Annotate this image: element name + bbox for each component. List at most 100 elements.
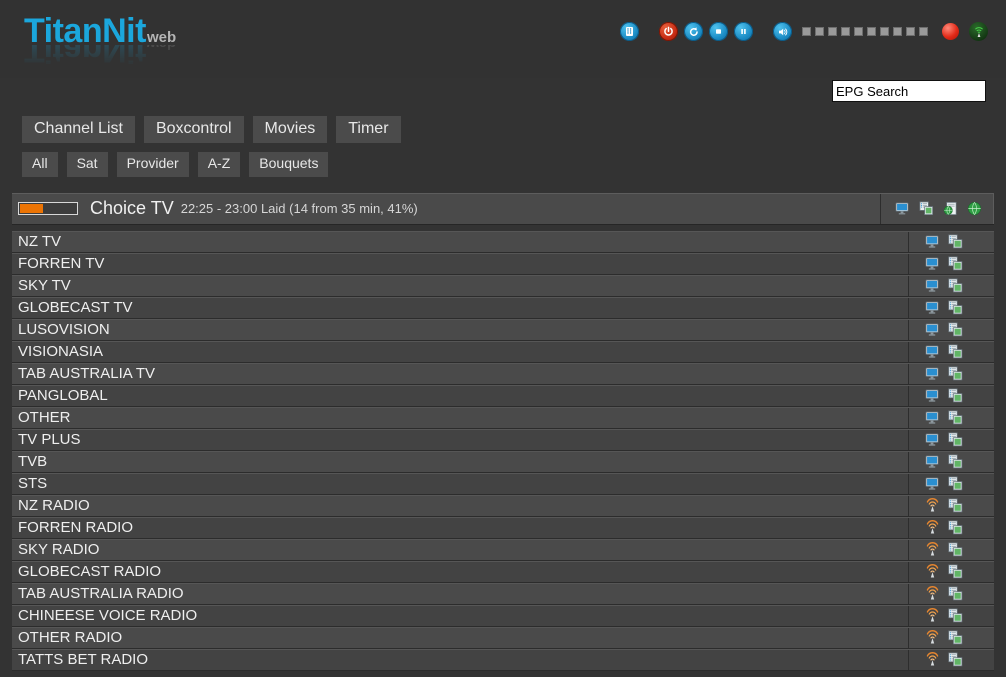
channel-row[interactable]: GLOBECAST RADIO <box>12 560 994 583</box>
channel-row-label: SKY RADIO <box>18 541 100 558</box>
channel-row[interactable]: NZ TV <box>12 230 994 253</box>
epg-list-icon[interactable] <box>948 630 963 645</box>
channel-row[interactable]: PANGLOBAL <box>12 384 994 407</box>
radio-antenna-icon[interactable] <box>925 652 940 667</box>
channel-row[interactable]: OTHER RADIO <box>12 626 994 649</box>
channel-row[interactable]: SKY TV <box>12 274 994 297</box>
tab-boxcontrol[interactable]: Boxcontrol <box>143 116 244 143</box>
tab-timer[interactable]: Timer <box>336 116 401 143</box>
tv-monitor-icon[interactable] <box>925 234 940 249</box>
tab-channel-list[interactable]: Channel List <box>22 116 135 143</box>
volume-block[interactable] <box>815 27 824 36</box>
volume-block[interactable] <box>828 27 837 36</box>
multi-window-icon[interactable] <box>919 201 934 216</box>
epg-list-icon[interactable] <box>948 278 963 293</box>
epg-list-icon[interactable] <box>948 432 963 447</box>
epg-list-icon[interactable] <box>948 410 963 425</box>
keypad-icon[interactable] <box>620 22 639 41</box>
globe-icon[interactable] <box>967 201 982 216</box>
channel-row[interactable]: FORREN TV <box>12 252 994 275</box>
refresh-icon[interactable] <box>684 22 703 41</box>
epg-list-icon[interactable] <box>948 564 963 579</box>
channel-row-label: STS <box>18 475 48 492</box>
radio-antenna-icon[interactable] <box>925 586 940 601</box>
channel-row[interactable]: STS <box>12 472 994 495</box>
epg-list-icon[interactable] <box>948 476 963 491</box>
screenshot-icon[interactable] <box>895 201 910 216</box>
subtab-sat[interactable]: Sat <box>66 152 108 177</box>
channel-row-label: VISIONASIA <box>18 343 104 360</box>
tv-monitor-icon[interactable] <box>925 344 940 359</box>
web-page-icon[interactable] <box>943 201 958 216</box>
channel-row[interactable]: LUSOVISION <box>12 318 994 341</box>
channel-row[interactable]: GLOBECAST TV <box>12 296 994 319</box>
stop-icon[interactable] <box>709 22 728 41</box>
radio-antenna-icon[interactable] <box>925 630 940 645</box>
radio-antenna-icon[interactable] <box>925 520 940 535</box>
volume-block[interactable] <box>802 27 811 36</box>
epg-list-icon[interactable] <box>948 388 963 403</box>
epg-list-icon[interactable] <box>948 586 963 601</box>
tv-monitor-icon[interactable] <box>925 322 940 337</box>
epg-list-icon[interactable] <box>948 234 963 249</box>
epg-list-icon[interactable] <box>948 256 963 271</box>
epg-list-icon[interactable] <box>948 322 963 337</box>
search-input[interactable] <box>832 80 986 102</box>
subtab-provider[interactable]: Provider <box>116 152 189 177</box>
volume-block[interactable] <box>906 27 915 36</box>
epg-list-icon[interactable] <box>948 608 963 623</box>
pause-icon[interactable] <box>734 22 753 41</box>
channel-row[interactable]: SKY RADIO <box>12 538 994 561</box>
tv-monitor-icon[interactable] <box>925 256 940 271</box>
volume-block[interactable] <box>854 27 863 36</box>
tv-monitor-icon[interactable] <box>925 454 940 469</box>
channel-row[interactable]: FORREN RADIO <box>12 516 994 539</box>
sub-nav: All Sat Provider A-Z Bouquets <box>0 143 1006 177</box>
tab-movies[interactable]: Movies <box>252 116 328 143</box>
subtab-bouquets[interactable]: Bouquets <box>249 152 329 177</box>
tv-monitor-icon[interactable] <box>925 410 940 425</box>
channel-row[interactable]: CHINEESE VOICE RADIO <box>12 604 994 627</box>
volume-level-blocks[interactable] <box>802 27 928 36</box>
channel-row[interactable]: TVB <box>12 450 994 473</box>
channel-row[interactable]: NZ RADIO <box>12 494 994 517</box>
radio-antenna-icon[interactable] <box>925 564 940 579</box>
power-icon[interactable] <box>659 22 678 41</box>
volume-block[interactable] <box>841 27 850 36</box>
subtab-az[interactable]: A-Z <box>197 152 241 177</box>
channel-row[interactable]: TV PLUS <box>12 428 994 451</box>
channel-row[interactable]: OTHER <box>12 406 994 429</box>
channel-row[interactable]: TATTS BET RADIO <box>12 648 994 671</box>
radio-antenna-icon[interactable] <box>925 542 940 557</box>
epg-list-icon[interactable] <box>948 300 963 315</box>
volume-icon[interactable] <box>773 22 792 41</box>
tv-monitor-icon[interactable] <box>925 388 940 403</box>
epg-list-icon[interactable] <box>948 344 963 359</box>
channel-row-actions <box>908 231 994 252</box>
tv-monitor-icon[interactable] <box>925 300 940 315</box>
channel-row[interactable]: VISIONASIA <box>12 340 994 363</box>
channel-row-label: FORREN TV <box>18 255 105 272</box>
radio-antenna-icon[interactable] <box>925 498 940 513</box>
channel-row[interactable]: TAB AUSTRALIA TV <box>12 362 994 385</box>
volume-block[interactable] <box>867 27 876 36</box>
channel-row[interactable]: TAB AUSTRALIA RADIO <box>12 582 994 605</box>
epg-list-icon[interactable] <box>948 542 963 557</box>
epg-list-icon[interactable] <box>948 498 963 513</box>
radio-antenna-icon[interactable] <box>925 608 940 623</box>
tv-monitor-icon[interactable] <box>925 366 940 381</box>
tv-monitor-icon[interactable] <box>925 476 940 491</box>
signal-antenna-icon[interactable] <box>969 22 988 41</box>
volume-block[interactable] <box>893 27 902 36</box>
epg-list-icon[interactable] <box>948 520 963 535</box>
subtab-all[interactable]: All <box>22 152 58 177</box>
volume-block[interactable] <box>919 27 928 36</box>
volume-block[interactable] <box>880 27 889 36</box>
record-icon[interactable] <box>942 23 959 40</box>
tv-monitor-icon[interactable] <box>925 432 940 447</box>
channel-row-label: TVB <box>18 453 48 470</box>
epg-list-icon[interactable] <box>948 366 963 381</box>
tv-monitor-icon[interactable] <box>925 278 940 293</box>
epg-list-icon[interactable] <box>948 454 963 469</box>
epg-list-icon[interactable] <box>948 652 963 667</box>
